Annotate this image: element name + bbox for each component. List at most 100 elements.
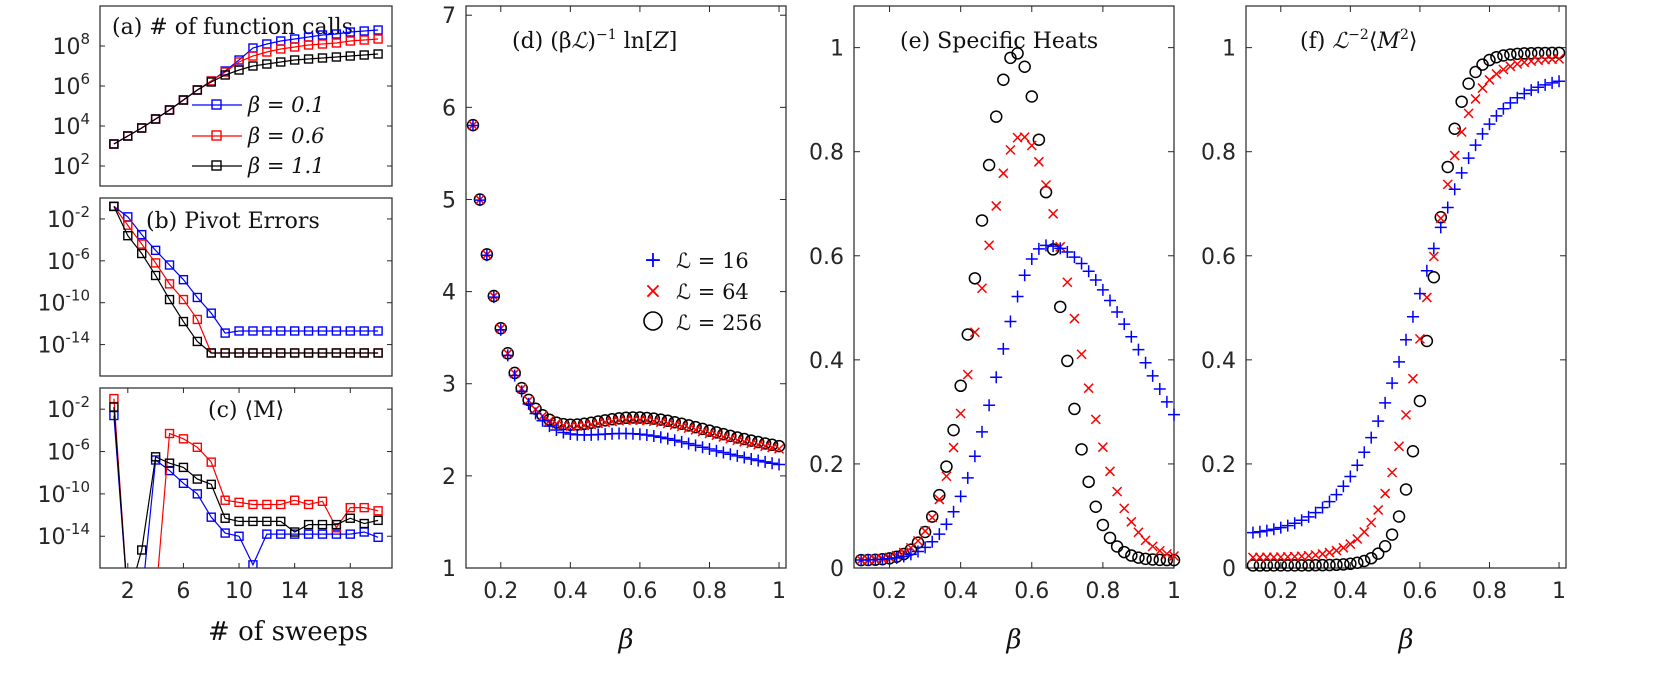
point-cross bbox=[1428, 251, 1439, 262]
point-plus bbox=[1160, 395, 1173, 408]
point-cross bbox=[1048, 208, 1059, 219]
xtick-label: 0.4 bbox=[943, 579, 978, 604]
point-cross bbox=[1414, 333, 1425, 344]
legend-marker-l16: + bbox=[644, 248, 662, 273]
point-plus bbox=[668, 434, 681, 447]
point-circle bbox=[1018, 60, 1031, 73]
point-cross bbox=[1062, 277, 1073, 288]
data-point bbox=[317, 519, 328, 530]
point-cross bbox=[927, 512, 938, 523]
data-point bbox=[303, 529, 314, 539]
point-plus bbox=[557, 426, 570, 439]
point-plus bbox=[954, 490, 967, 503]
point-circle bbox=[1068, 402, 1081, 416]
data-point bbox=[373, 348, 383, 358]
ytick-label: 0 bbox=[1222, 557, 1236, 582]
point-plus bbox=[1168, 408, 1180, 421]
data-point bbox=[276, 326, 286, 336]
panel-a-frame bbox=[99, 5, 393, 187]
point-plus bbox=[1427, 242, 1440, 255]
point-plus bbox=[1351, 459, 1364, 472]
point-plus bbox=[1504, 96, 1517, 109]
point-plus bbox=[654, 431, 667, 444]
ytick-label: 4 bbox=[442, 281, 456, 306]
point-plus bbox=[1281, 519, 1294, 532]
data-point bbox=[137, 248, 147, 259]
ytick-label: 10-14 bbox=[38, 520, 91, 550]
panel-c-title: (c) ⟨M⟩ bbox=[208, 398, 284, 423]
point-plus bbox=[640, 429, 653, 442]
point-cross bbox=[1005, 144, 1016, 155]
point-circle bbox=[1413, 394, 1427, 408]
panel-e-xlabel: β bbox=[1005, 625, 1021, 655]
data-point bbox=[178, 316, 189, 327]
point-cross bbox=[1345, 539, 1356, 550]
point-plus bbox=[487, 291, 500, 304]
data-point bbox=[109, 201, 119, 212]
point-circle bbox=[1253, 559, 1267, 572]
xtick-label: 1 bbox=[1552, 579, 1566, 604]
point-plus bbox=[1054, 242, 1067, 255]
point-plus bbox=[1253, 525, 1266, 538]
point-circle bbox=[954, 379, 967, 393]
data-point bbox=[220, 495, 230, 505]
data-point bbox=[150, 270, 161, 281]
point-cross bbox=[984, 240, 995, 251]
ytick-label: 0.4 bbox=[1201, 349, 1236, 374]
data-point bbox=[345, 326, 355, 336]
data-point bbox=[234, 531, 244, 541]
point-cross bbox=[1421, 292, 1432, 303]
point-plus bbox=[1132, 343, 1145, 356]
point-circle bbox=[1075, 443, 1088, 456]
data-point bbox=[359, 518, 369, 529]
point-circle bbox=[1053, 300, 1067, 314]
point-cross bbox=[1442, 179, 1453, 190]
data-point bbox=[276, 499, 286, 510]
legend-marker-beta-06 bbox=[211, 130, 222, 141]
point-cross bbox=[1477, 83, 1488, 94]
series-line bbox=[113, 53, 379, 145]
point-plus bbox=[1386, 377, 1399, 390]
point-plus bbox=[1525, 84, 1538, 97]
legend-marker-l64: × bbox=[644, 279, 662, 304]
xtick-label: 14 bbox=[281, 579, 309, 604]
data-point bbox=[276, 516, 286, 527]
point-plus bbox=[661, 432, 674, 445]
data-point bbox=[192, 336, 203, 347]
point-plus bbox=[1441, 201, 1454, 214]
data-point bbox=[137, 123, 147, 133]
point-plus bbox=[1518, 87, 1531, 100]
ytick-label: 0 bbox=[830, 557, 844, 582]
data-point bbox=[359, 348, 369, 358]
point-plus bbox=[515, 385, 528, 398]
data-point bbox=[123, 131, 133, 141]
ytick-label: 10-14 bbox=[38, 329, 91, 359]
point-circle bbox=[1025, 90, 1039, 103]
data-point bbox=[303, 499, 314, 510]
data-point bbox=[109, 402, 119, 412]
data-point bbox=[317, 496, 328, 506]
data-point bbox=[359, 50, 369, 60]
point-plus bbox=[926, 535, 939, 548]
ytick-label: 0.8 bbox=[809, 141, 844, 166]
point-plus bbox=[1011, 290, 1024, 303]
panel-e-plot: 0 0.2 0.4 0.6 0.8 1 0.2 0.4 0.6 0.8 1 bbox=[809, 6, 1181, 604]
data-point bbox=[206, 308, 216, 318]
point-plus bbox=[550, 423, 563, 436]
point-cross bbox=[774, 443, 785, 454]
data-point bbox=[359, 26, 369, 36]
data-point bbox=[289, 326, 300, 336]
point-plus bbox=[494, 323, 507, 336]
point-plus bbox=[529, 407, 542, 420]
point-cross bbox=[1104, 466, 1116, 477]
data-point bbox=[262, 326, 272, 336]
ytick-label: 10-2 bbox=[47, 393, 90, 423]
data-point bbox=[192, 489, 203, 499]
data-point bbox=[137, 545, 147, 555]
point-plus bbox=[1025, 253, 1038, 266]
data-point bbox=[248, 348, 258, 358]
ytick-label: 1 bbox=[830, 37, 844, 62]
data-point bbox=[150, 245, 161, 256]
point-plus bbox=[1539, 78, 1552, 91]
panel-d-xlabel: β bbox=[617, 625, 633, 655]
